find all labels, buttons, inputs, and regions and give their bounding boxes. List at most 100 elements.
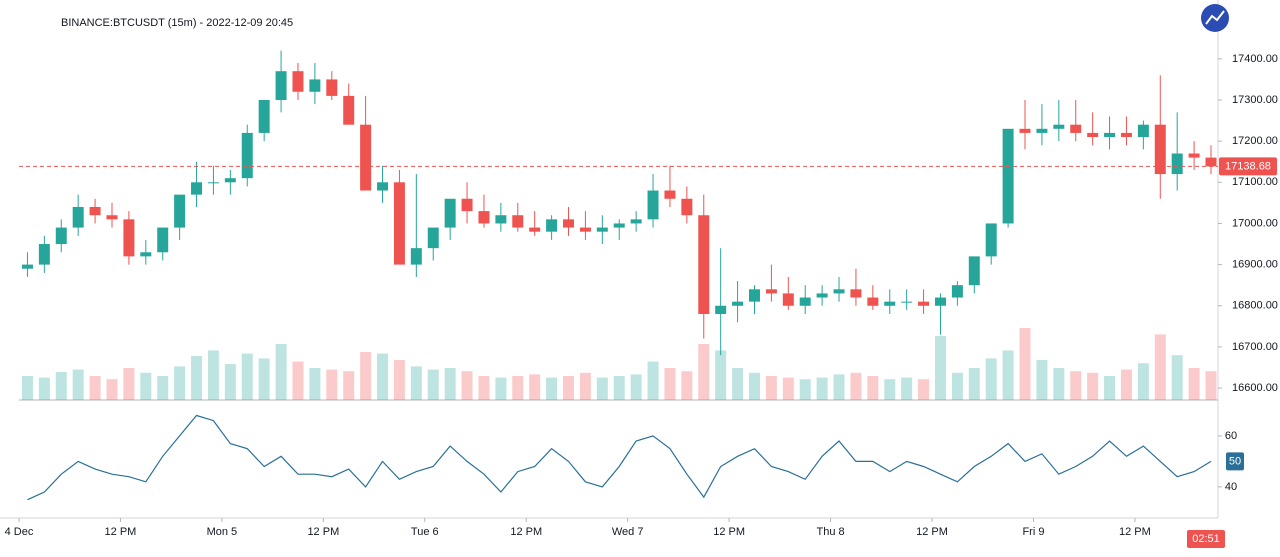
- candle-body: [495, 215, 507, 224]
- volume-bar: [968, 368, 980, 400]
- candle-body: [1087, 132, 1099, 138]
- volume-bar: [309, 368, 321, 400]
- candle-body: [1036, 128, 1048, 133]
- x-tick-label: Tue 6: [411, 526, 439, 538]
- candle-body: [698, 215, 710, 314]
- volume-bar: [360, 352, 372, 400]
- volume-bar: [377, 353, 389, 400]
- volume-bar: [140, 372, 152, 400]
- candle-body: [748, 289, 760, 302]
- volume-bar: [596, 377, 608, 400]
- volume-bar: [21, 376, 33, 400]
- candle-body: [782, 293, 794, 306]
- candle-body: [309, 79, 321, 92]
- chart-title: BINANCE:BTCUSDT (15m) - 2022-12-09 20:45: [61, 17, 293, 29]
- y-tick-label: 17100.00: [1232, 176, 1278, 188]
- volume-bar: [393, 360, 405, 400]
- candle-body: [1188, 153, 1200, 158]
- candle-body: [596, 227, 608, 232]
- candle-body: [377, 182, 389, 191]
- volume-bar: [461, 371, 473, 400]
- volume-bar: [292, 361, 304, 400]
- volume-bar: [1188, 368, 1200, 400]
- volume-bar: [715, 350, 727, 400]
- volume-bar: [1205, 371, 1217, 400]
- candle-body: [106, 215, 118, 220]
- candle-body: [816, 293, 828, 298]
- volume-bar: [529, 374, 541, 400]
- x-tick-label: 12 PM: [510, 526, 542, 538]
- volume-bar: [224, 364, 236, 400]
- volume-bar: [427, 369, 439, 400]
- y-tick-label: 16600.00: [1232, 382, 1278, 394]
- candle-body: [360, 124, 372, 191]
- candle-body: [55, 227, 67, 245]
- volume-bar: [512, 376, 524, 400]
- volume-bar: [884, 379, 896, 400]
- volume-bar: [799, 379, 811, 400]
- volume-bar: [934, 336, 946, 400]
- candle-body: [1120, 132, 1132, 138]
- candle-body: [884, 301, 896, 306]
- x-tick-label: 12 PM: [713, 526, 745, 538]
- x-tick-label: Mon 5: [207, 526, 238, 538]
- volume-bar: [630, 374, 642, 400]
- volume-bar: [410, 366, 422, 400]
- y-tick-label: 17000.00: [1232, 217, 1278, 229]
- x-tick-label: Thu 8: [817, 526, 845, 538]
- volume-bar: [123, 368, 135, 400]
- candle-body: [1137, 124, 1149, 138]
- candle-body: [241, 132, 253, 179]
- candle-body: [901, 301, 913, 303]
- candle-body: [934, 297, 946, 306]
- candle-body: [343, 95, 355, 125]
- candle-body: [292, 71, 304, 92]
- volume-bar: [157, 376, 169, 400]
- volume-bar: [579, 372, 591, 400]
- candle-body: [681, 198, 693, 216]
- candle-body: [1002, 128, 1014, 224]
- last-price-tag: [1219, 157, 1277, 176]
- x-tick-label: 12 PM: [307, 526, 339, 538]
- volume-bar: [72, 369, 84, 400]
- candle-body: [833, 289, 845, 294]
- candle-body: [38, 244, 50, 265]
- x-tick-label: 12 PM: [916, 526, 948, 538]
- last-price-label: 17138.68: [1225, 160, 1271, 172]
- candle-body: [1171, 153, 1183, 175]
- volume-bar: [174, 366, 186, 400]
- volume-bar: [55, 372, 67, 400]
- candle-body: [1070, 124, 1082, 133]
- osc-last-tag: [1226, 452, 1244, 471]
- candle-body: [968, 256, 980, 286]
- volume-bar: [867, 376, 879, 400]
- volume-bar: [563, 376, 574, 400]
- candle-body: [72, 206, 84, 228]
- x-tick-label: 4 Dec: [5, 526, 34, 538]
- volume-bar: [1036, 360, 1048, 400]
- volume-bar: [681, 371, 693, 400]
- candle-body: [224, 178, 236, 183]
- candle-body: [275, 71, 287, 100]
- candle-body: [258, 100, 270, 133]
- candle-body: [21, 264, 33, 269]
- candle-body: [546, 219, 558, 232]
- candle-body: [444, 198, 456, 228]
- volume-bar: [1053, 368, 1065, 400]
- volume-bar: [343, 371, 355, 400]
- oscillator-line: [27, 414, 1212, 501]
- volume-bar: [951, 372, 963, 400]
- volume-bar: [1120, 369, 1132, 400]
- candle-body: [140, 252, 152, 257]
- osc-last-label: 50: [1229, 455, 1241, 467]
- x-tick-label: Fri 9: [1022, 526, 1044, 538]
- candle-body: [1205, 157, 1217, 167]
- volume-bar: [647, 361, 659, 400]
- candle-body: [207, 182, 219, 184]
- volume-bar: [1070, 371, 1082, 400]
- candle-body: [123, 219, 135, 257]
- osc-y-tick-label: 60: [1225, 430, 1237, 442]
- volume-bar: [1137, 363, 1149, 400]
- volume-bar: [850, 372, 862, 400]
